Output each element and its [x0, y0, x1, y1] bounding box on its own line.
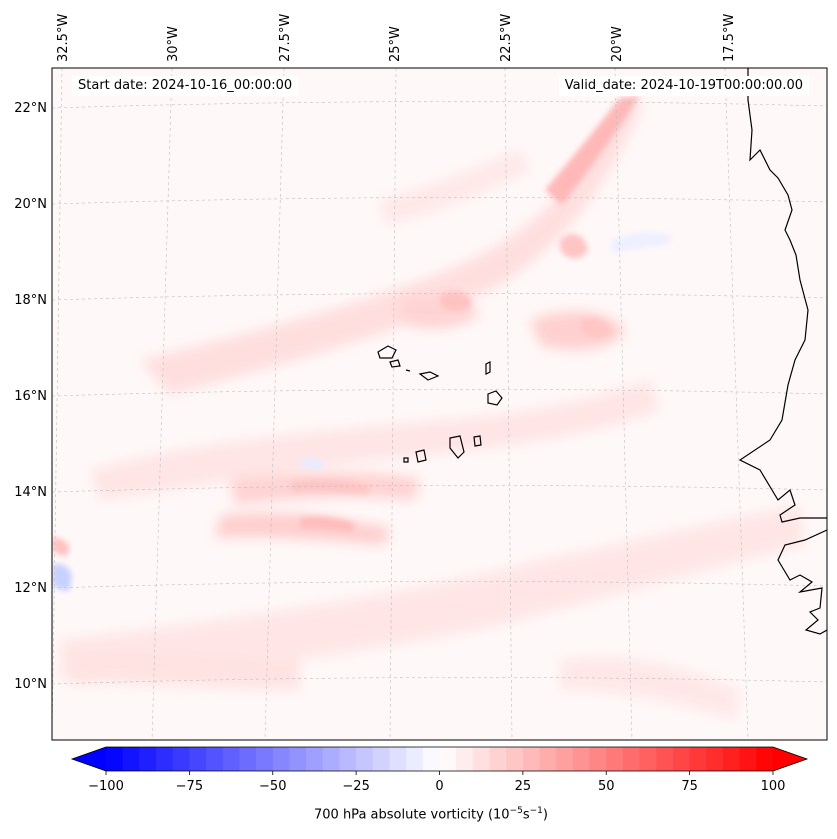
- colorbar-tick-label: −25: [342, 779, 369, 794]
- lat-label: 20°N: [14, 197, 47, 212]
- colorbar-segment: [389, 747, 407, 771]
- lon-label: 22.5°W: [499, 14, 514, 62]
- colorbar-segment: [239, 747, 257, 771]
- lat-label: 18°N: [14, 293, 47, 308]
- colorbar-segment: [306, 747, 324, 771]
- colorbar-segment: [506, 747, 524, 771]
- colorbar-segment: [256, 747, 274, 771]
- colorbar-segment: [272, 747, 290, 771]
- colorbar-segment: [622, 747, 641, 771]
- colorbar-tick-label: 50: [598, 779, 615, 794]
- colorbar-title-exp2: −1: [529, 806, 543, 816]
- colorbar-segment: [106, 747, 124, 771]
- lat-label: 16°N: [14, 389, 47, 404]
- colorbar-title-main: 700 hPa absolute vorticity (10: [314, 807, 510, 823]
- colorbar-segment: [189, 747, 207, 771]
- colorbar-tick-label: −100: [88, 779, 124, 794]
- colorbar-title: 700 hPa absolute vorticity (10−5s−1): [314, 806, 548, 822]
- colorbar-segment: [756, 747, 774, 771]
- colorbar-min-extend: [72, 747, 106, 771]
- cape-verde-islands: [377, 345, 503, 463]
- colorbar-segment: [706, 747, 724, 771]
- lon-label: 25°W: [388, 26, 403, 62]
- lon-label: 20°W: [610, 26, 625, 62]
- graticule: [52, 68, 827, 740]
- colorbar-segment: [339, 747, 357, 771]
- lon-label: 27.5°W: [278, 14, 293, 62]
- lat-label: 12°N: [14, 581, 47, 596]
- colorbar-segment: [456, 747, 474, 771]
- colorbar-tick-label: 75: [681, 779, 698, 794]
- lon-label: 17.5°W: [722, 14, 737, 62]
- lon-label: 32.5°W: [56, 14, 71, 62]
- colorbar-segment: [289, 747, 307, 771]
- start-date-label: Start date: 2024-10-16_00:00:00: [72, 76, 299, 96]
- colorbar-segment: [672, 747, 691, 771]
- colorbar-segment: [422, 747, 440, 771]
- colorbar-tick-label: −75: [176, 779, 203, 794]
- longitude-labels: 32.5°W 30°W 27.5°W 25°W 22.5°W 20°W 17.5…: [56, 14, 737, 62]
- colorbar-segment: [556, 747, 574, 771]
- colorbar-tick-label: 0: [435, 779, 443, 794]
- colorbar-max-extend: [773, 747, 807, 771]
- colorbar-segment: [356, 747, 374, 771]
- colorbar-segment: [156, 747, 174, 771]
- latitude-labels: 22°N 20°N 18°N 16°N 14°N 12°N 10°N: [14, 101, 47, 692]
- colorbar-segment: [322, 747, 340, 771]
- vorticity-field: [52, 68, 827, 740]
- colorbar-title-mid: s: [522, 807, 530, 823]
- africa-coastline-south: [777, 529, 827, 635]
- colorbar-segment: [539, 747, 557, 771]
- colorbar-title-exp1: −5: [509, 806, 523, 816]
- colorbar-segment: [589, 747, 607, 771]
- colorbar-segment: [572, 747, 591, 771]
- colorbar-segment: [606, 747, 624, 771]
- lat-label: 14°N: [14, 485, 47, 500]
- lon-label: 30°W: [166, 26, 181, 62]
- colorbar-segment: [472, 747, 491, 771]
- colorbar: −100 −75 −50 −25 0 25 50 75 100: [70, 746, 809, 794]
- valid-date-label: Valid_date: 2024-10-19T00:00:00.00: [558, 76, 809, 96]
- colorbar-segment: [222, 747, 240, 771]
- colorbar-segment: [206, 747, 224, 771]
- lat-label: 10°N: [14, 677, 47, 692]
- colorbar-segment: [489, 747, 507, 771]
- colorbar-segment: [739, 747, 757, 771]
- colorbar-tick-label: 25: [515, 779, 532, 794]
- colorbar-segment: [122, 747, 140, 771]
- colorbar-segment: [522, 747, 541, 771]
- colorbar-segment: [406, 747, 424, 771]
- colorbar-segment: [656, 747, 674, 771]
- colorbar-segment: [372, 747, 390, 771]
- lat-label: 22°N: [14, 101, 47, 116]
- africa-coastline: [738, 68, 827, 523]
- colorbar-segment: [172, 747, 190, 771]
- colorbar-tick-label: −50: [259, 779, 286, 794]
- colorbar-segment: [139, 747, 157, 771]
- colorbar-segment: [639, 747, 657, 771]
- colorbar-segment: [439, 747, 457, 771]
- colorbar-segment: [722, 747, 741, 771]
- colorbar-title-end: ): [542, 807, 548, 823]
- colorbar-segment: [689, 747, 707, 771]
- colorbar-tick-label: 100: [761, 779, 786, 794]
